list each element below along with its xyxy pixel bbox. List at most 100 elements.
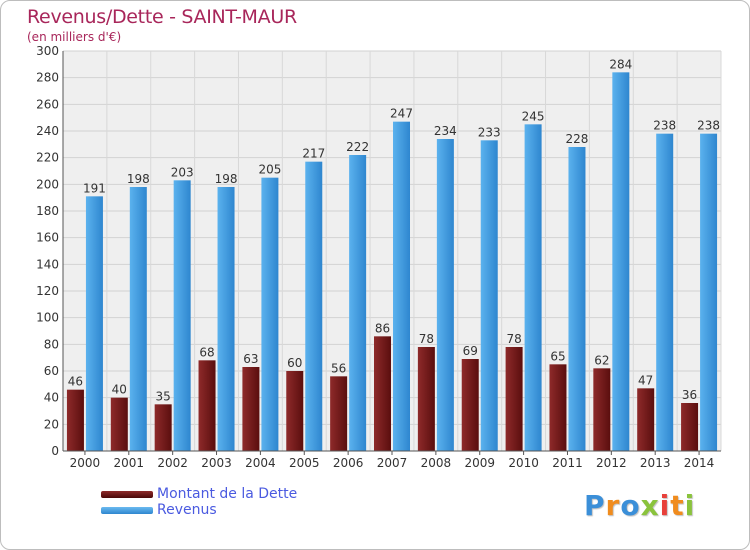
- data-label-debt-2006: 56: [331, 361, 346, 375]
- y-tick-label-280: 280: [36, 71, 59, 85]
- data-label-debt-2003: 68: [199, 345, 214, 359]
- logo-letter-6: i: [684, 489, 696, 522]
- data-label-revenus-2003: 198: [215, 172, 238, 186]
- chart-title: Revenus/Dette - SAINT-MAUR: [27, 6, 297, 28]
- legend-item-revenus: Revenus: [101, 502, 297, 518]
- logo-letter-4: i: [659, 489, 671, 522]
- bar-debt-2006: [330, 376, 348, 451]
- y-tick-label-80: 80: [44, 337, 59, 351]
- data-label-revenus-2012: 284: [609, 57, 632, 71]
- bar-debt-2005: [286, 371, 304, 451]
- data-label-debt-2008: 78: [419, 332, 434, 346]
- data-label-revenus-2008: 234: [434, 124, 457, 138]
- bar-debt-2011: [549, 364, 567, 451]
- x-tick-label-2000: 2000: [70, 456, 101, 470]
- x-tick-label-2014: 2014: [684, 456, 715, 470]
- logo-letter-1: r: [605, 489, 621, 522]
- data-label-debt-2001: 40: [112, 383, 127, 397]
- bar-revenus-2008: [436, 139, 454, 451]
- plot-background: [63, 51, 721, 451]
- axes: 0 20 40 60 80 100 120 140 160 180 200 220 240 260 280 3…: [36, 44, 721, 470]
- data-label-debt-2000: 46: [68, 375, 83, 389]
- bar-revenus-2011: [568, 147, 586, 451]
- legend-swatch-debt: [101, 490, 153, 498]
- bar-debt-2012: [593, 368, 611, 451]
- y-tick-label-60: 60: [44, 364, 59, 378]
- data-label-revenus-2000: 191: [83, 181, 106, 195]
- bar-revenus-2007: [393, 121, 410, 452]
- x-tick-label-2008: 2008: [421, 456, 452, 470]
- chart-subtitle: (en milliers d'€): [27, 30, 122, 44]
- data-label-revenus-2014: 238: [697, 119, 720, 133]
- x-tick-label-2003: 2003: [201, 456, 232, 470]
- legend-swatch-revenus: [101, 506, 153, 514]
- bar-revenus-2004: [261, 177, 279, 451]
- data-label-revenus-2001: 198: [127, 172, 150, 186]
- data-label-revenus-2011: 228: [566, 132, 589, 146]
- data-label-debt-2005: 60: [287, 356, 302, 370]
- x-tick-label-2002: 2002: [157, 456, 188, 470]
- x-tick-label-2013: 2013: [640, 456, 671, 470]
- y-tick-label-180: 180: [36, 204, 59, 218]
- x-tick-label-2005: 2005: [289, 456, 320, 470]
- y-tick-label-220: 220: [36, 151, 59, 165]
- bars: [66, 72, 718, 452]
- bar-debt-2010: [505, 347, 523, 451]
- bar-revenus-2005: [305, 161, 323, 451]
- x-tick-label-2010: 2010: [508, 456, 539, 470]
- y-tick-label-20: 20: [44, 417, 59, 431]
- data-label-debt-2010: 78: [506, 332, 521, 346]
- x-tick-label-2006: 2006: [333, 456, 364, 470]
- data-label-revenus-2002: 203: [171, 165, 194, 179]
- data-label-revenus-2005: 217: [302, 147, 325, 161]
- data-label-debt-2014: 36: [682, 388, 697, 402]
- y-tick-label-0: 0: [51, 444, 59, 458]
- bar-revenus-2009: [480, 140, 498, 452]
- bar-debt-2000: [66, 389, 84, 451]
- bar-debt-2004: [242, 367, 260, 451]
- data-label-debt-2013: 47: [638, 373, 653, 387]
- y-tick-label-140: 140: [36, 257, 59, 271]
- data-label-revenus-2004: 205: [258, 163, 281, 177]
- legend-item-debt: Montant de la Dette: [101, 486, 297, 502]
- legend-label-debt: Montant de la Dette: [157, 486, 298, 502]
- x-tick-label-2004: 2004: [245, 456, 276, 470]
- bar-revenus-2012: [612, 72, 630, 451]
- x-tick-label-2007: 2007: [377, 456, 408, 470]
- x-tick-label-2009: 2009: [464, 456, 495, 470]
- logo-letter-0: P: [584, 489, 606, 522]
- data-label-debt-2007: 86: [375, 321, 390, 335]
- y-tick-label-120: 120: [36, 284, 59, 298]
- bar-debt-2013: [637, 388, 655, 451]
- logo-letter-3: x: [640, 489, 660, 522]
- bar-debt-2009: [461, 359, 479, 451]
- data-label-debt-2002: 35: [156, 389, 171, 403]
- proxiti-logo: Proxiti: [584, 489, 695, 522]
- y-tick-label-300: 300: [36, 44, 59, 58]
- data-labels: 46 191 40 198 35 203 68 198 63 205 60 217 56 222 86 247…: [68, 57, 720, 403]
- y-tick-label-100: 100: [36, 311, 59, 325]
- bar-revenus-2003: [217, 187, 235, 451]
- bar-revenus-2001: [129, 187, 147, 451]
- bar-revenus-2010: [524, 124, 542, 451]
- bar-revenus-2006: [349, 155, 367, 451]
- bar-debt-2008: [417, 347, 435, 451]
- data-label-revenus-2010: 245: [522, 109, 545, 123]
- x-tick-label-2012: 2012: [596, 456, 627, 470]
- y-tick-label-160: 160: [36, 231, 59, 245]
- data-label-revenus-2013: 238: [653, 119, 676, 133]
- logo-letter-2: o: [620, 489, 641, 522]
- bar-debt-2014: [681, 403, 699, 451]
- bar-revenus-2013: [656, 133, 674, 451]
- bar-revenus-2002: [173, 180, 191, 452]
- data-label-debt-2011: 65: [550, 349, 565, 363]
- bar-debt-2002: [154, 404, 172, 451]
- data-label-debt-2004: 63: [243, 352, 258, 366]
- bar-debt-2003: [198, 360, 216, 451]
- data-label-revenus-2007: 247: [390, 107, 413, 121]
- bar-revenus-2000: [85, 196, 103, 451]
- y-tick-label-200: 200: [36, 177, 59, 191]
- legend: Montant de la Dette Revenus: [101, 486, 297, 518]
- data-label-revenus-2009: 233: [478, 125, 501, 139]
